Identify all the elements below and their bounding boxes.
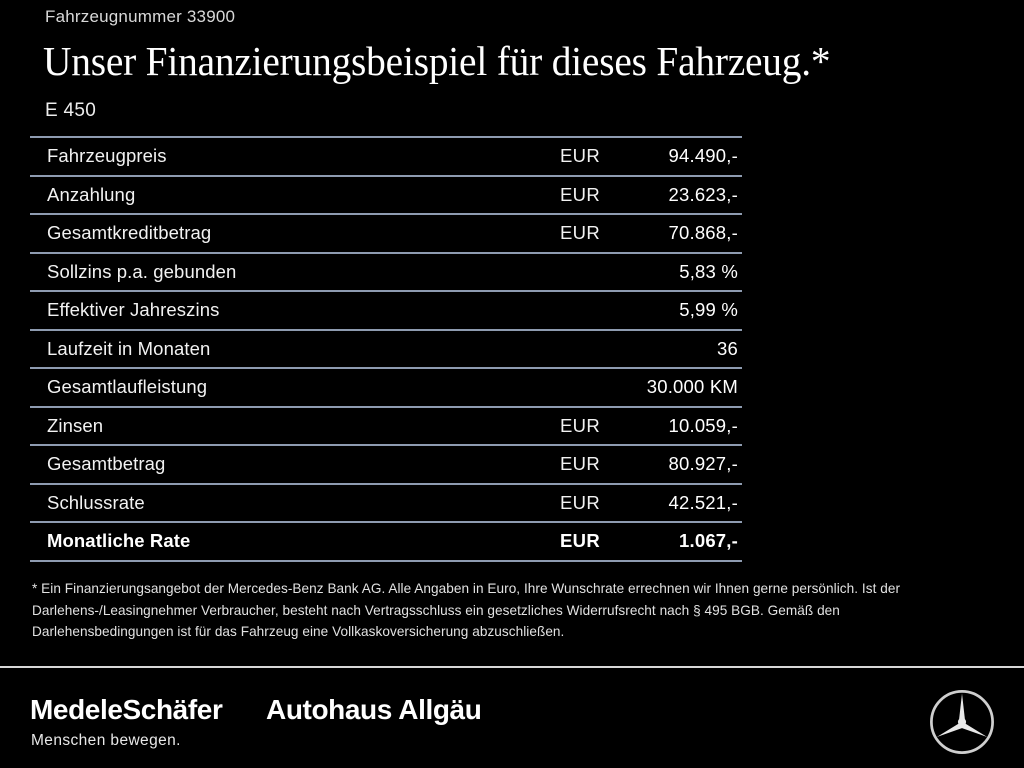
- table-row: Anzahlung EUR 23.623,-: [30, 177, 742, 215]
- finance-table: Fahrzeugpreis EUR 94.490,- Anzahlung EUR 23.6…: [30, 136, 742, 562]
- footer-divider: [0, 666, 1024, 668]
- row-value: 70.868,-: [668, 222, 738, 244]
- row-label: Gesamtbetrag: [47, 453, 166, 475]
- row-value: 30.000 KM: [646, 376, 738, 398]
- brand-tagline: Menschen bewegen.: [31, 732, 181, 749]
- row-label: Effektiver Jahreszins: [47, 299, 220, 321]
- page-title: Unser Finanzierungsbeispiel für dieses F…: [43, 38, 831, 84]
- row-currency: EUR: [560, 183, 600, 205]
- footer: MedeleSchäfer Menschen bewegen. Autohaus…: [0, 668, 1024, 768]
- table-row: Gesamtkreditbetrag EUR 70.868,-: [30, 215, 742, 254]
- table-row: Sollzins p.a. gebunden 5,83 %: [30, 254, 742, 292]
- row-value: 94.490,-: [668, 145, 738, 167]
- row-value: 10.059,-: [668, 414, 738, 436]
- row-value: 42.521,-: [668, 491, 738, 513]
- row-value: 5,99 %: [679, 299, 738, 321]
- row-value: 23.623,-: [668, 183, 738, 205]
- table-row: Fahrzeugpreis EUR 94.490,-: [30, 138, 742, 177]
- footnote-text: * Ein Finanzierungsangebot der Mercedes-…: [32, 581, 901, 639]
- row-label: Anzahlung: [47, 183, 136, 205]
- row-currency: EUR: [560, 453, 600, 475]
- mercedes-benz-star-icon: [930, 690, 994, 754]
- vehicle-model: E 450: [45, 100, 97, 121]
- row-value: 5,83 %: [679, 260, 738, 282]
- row-value: 80.927,-: [668, 453, 738, 475]
- row-label: Zinsen: [47, 414, 104, 436]
- row-label: Sollzins p.a. gebunden: [47, 260, 237, 282]
- brand-medeleschaefer: MedeleSchäfer: [30, 694, 223, 725]
- row-currency: EUR: [560, 222, 600, 244]
- table-row: Monatliche Rate EUR 1.067,-: [30, 523, 742, 562]
- row-label: Laufzeit in Monaten: [47, 337, 211, 359]
- brand-autohaus-allgaeu: Autohaus Allgäu: [266, 694, 482, 725]
- table-row: Effektiver Jahreszins 5,99 %: [30, 292, 742, 331]
- row-currency: EUR: [560, 491, 600, 513]
- row-currency: EUR: [560, 414, 600, 436]
- row-label: Gesamtlaufleistung: [47, 376, 208, 398]
- row-currency: EUR: [560, 530, 600, 552]
- table-row: Schlussrate EUR 42.521,-: [30, 485, 742, 523]
- row-value: 36: [717, 337, 738, 359]
- vehicle-number: Fahrzeugnummer 33900: [45, 7, 236, 26]
- table-row: Gesamtlaufleistung 30.000 KM: [30, 369, 742, 408]
- row-label: Schlussrate: [47, 491, 145, 513]
- table-row: Gesamtbetrag EUR 80.927,-: [30, 446, 742, 485]
- row-label: Fahrzeugpreis: [47, 145, 167, 167]
- table-row: Laufzeit in Monaten 36: [30, 331, 742, 369]
- row-currency: EUR: [560, 145, 600, 167]
- row-label: Monatliche Rate: [47, 530, 191, 552]
- row-label: Gesamtkreditbetrag: [47, 222, 212, 244]
- table-row: Zinsen EUR 10.059,-: [30, 408, 742, 446]
- row-value: 1.067,-: [679, 530, 738, 552]
